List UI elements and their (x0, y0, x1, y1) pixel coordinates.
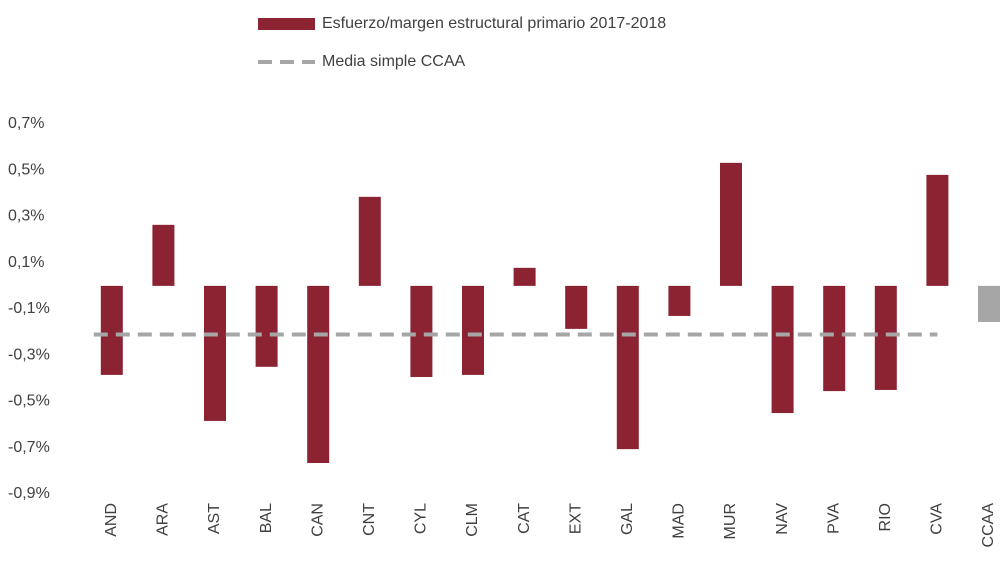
y-tick-label: -0,9% (8, 485, 50, 502)
x-tick-label: CLM (464, 503, 481, 537)
y-tick-label: -0,7% (8, 439, 50, 456)
bar (874, 285, 897, 390)
legend-label: Esfuerzo/margen estructural primario 201… (322, 15, 666, 32)
legend-swatch (258, 18, 315, 30)
x-tick-label: CNT (361, 503, 378, 536)
y-tick-label: 0,3% (8, 208, 44, 225)
x-tick-label: AST (206, 503, 223, 534)
bar (720, 162, 742, 286)
bar (204, 285, 226, 421)
x-tick-label: BAL (258, 503, 275, 533)
x-tick-label: CYL (413, 503, 430, 534)
x-tick-label: PVA (825, 503, 842, 534)
legend-label: Media simple CCAA (322, 53, 465, 70)
bar (410, 285, 433, 377)
x-tick-label: EXT (567, 503, 584, 534)
bar (152, 224, 175, 286)
x-tick-label: CCAA (980, 503, 997, 548)
bar (565, 285, 588, 329)
x-tick-label: CVA (929, 503, 946, 535)
y-tick-label: 0,5% (8, 161, 44, 178)
bar (462, 285, 484, 375)
bar (100, 285, 123, 375)
y-tick-label: 0,7% (8, 115, 44, 132)
x-tick-label: ARA (155, 503, 172, 536)
bar (823, 285, 846, 392)
y-tick-label: 0,1% (8, 254, 44, 271)
x-tick-label: NAV (774, 503, 791, 535)
x-tick-label: GAL (619, 503, 636, 535)
x-tick-label: CAT (516, 503, 533, 534)
bar (668, 285, 691, 316)
bar (307, 285, 330, 464)
bar (616, 285, 639, 450)
x-tick-label: CAN (309, 503, 326, 537)
y-tick-label: -0,5% (8, 393, 50, 410)
bar (358, 196, 381, 286)
bar (255, 285, 278, 367)
bar (513, 267, 536, 286)
x-tick-label: AND (103, 503, 120, 537)
bar (978, 285, 1000, 322)
x-tick-label: RIO (877, 503, 894, 531)
x-tick-label: MUR (722, 503, 739, 539)
x-tick-label: MAD (671, 503, 688, 539)
y-tick-label: -0,1% (8, 300, 50, 317)
y-tick-label: -0,3% (8, 346, 50, 363)
bar (771, 285, 794, 414)
bar (926, 174, 949, 286)
